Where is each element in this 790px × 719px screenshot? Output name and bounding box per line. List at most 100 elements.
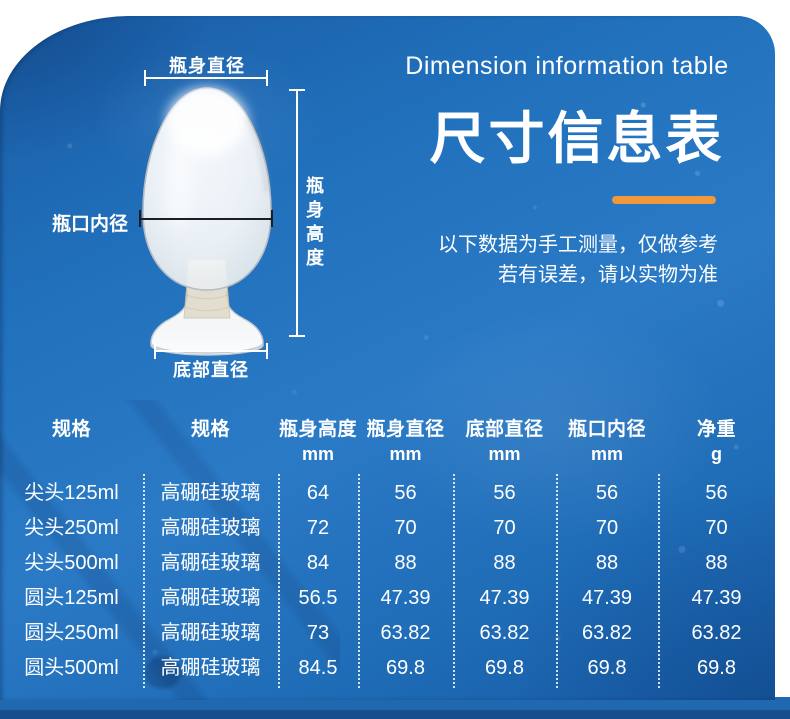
note-line-1: 以下数据为手工测量，仅做参考 xyxy=(438,234,718,256)
table-cell: 88 xyxy=(595,552,619,574)
table-cell: 63.82 xyxy=(581,622,633,644)
table-cell: 56.5 xyxy=(298,587,338,609)
table-cell: 高硼硅玻璃 xyxy=(160,482,261,504)
table-cell: 69.8 xyxy=(587,657,627,679)
next-section-background xyxy=(0,697,790,719)
table-cell: 69.8 xyxy=(386,657,425,679)
column-unit xyxy=(143,442,278,466)
table-header-row: 规格 规格 瓶身高度 mm 瓶身直径 mm 底部直径 mm 瓶口内径 mm 净重 g xyxy=(0,418,775,466)
table-cell: 尖头250ml xyxy=(24,517,119,539)
label-body-height: 瓶身高度 xyxy=(304,176,324,272)
column-divider xyxy=(358,474,360,688)
table-cell: 圆头250ml xyxy=(24,622,119,644)
table-cell: 尖头125ml xyxy=(24,482,119,504)
table-cell: 70 xyxy=(394,517,417,539)
column-header: 瓶身直径 mm xyxy=(358,418,453,466)
table-body: 尖头125ml 高硼硅玻璃 64 56 56 56 56 尖头250ml 高硼硅玻璃 72 70 70… xyxy=(0,476,775,686)
measure-tick xyxy=(144,70,146,86)
table-cell: 84.5 xyxy=(298,657,338,679)
column-divider xyxy=(453,474,455,688)
table-cell: 63.82 xyxy=(479,622,530,644)
column-header: 规格 xyxy=(143,418,278,466)
column-divider xyxy=(143,474,145,688)
table-row: 尖头500ml 高硼硅玻璃 84 88 88 88 88 xyxy=(0,546,775,581)
table-cell: 高硼硅玻璃 xyxy=(160,552,261,574)
table-cell: 圆头500ml xyxy=(24,657,119,679)
table-cell: 69.8 xyxy=(485,657,524,679)
column-divider xyxy=(658,474,660,688)
column-unit: g xyxy=(711,444,722,464)
measure-tick xyxy=(271,210,273,227)
column-unit: mm xyxy=(590,444,623,464)
orange-divider xyxy=(612,196,716,204)
table-row: 圆头250ml 高硼硅玻璃 73 63.82 63.82 63.82 63.82 xyxy=(0,616,775,651)
measure-tick xyxy=(266,343,268,359)
table-row: 尖头250ml 高硼硅玻璃 72 70 70 70 70 xyxy=(0,511,775,546)
column-header: 瓶口内径 mm xyxy=(556,418,658,466)
table-cell: 47.39 xyxy=(691,587,742,609)
table-cell: 73 xyxy=(306,622,330,644)
table-cell: 69.8 xyxy=(697,657,736,679)
table-cell: 70 xyxy=(493,517,516,539)
table-cell: 高硼硅玻璃 xyxy=(160,622,261,644)
table-cell: 64 xyxy=(306,482,330,504)
table-cell: 56 xyxy=(595,482,619,504)
measure-line-top xyxy=(145,77,268,79)
title-english: Dimension information table xyxy=(405,52,729,80)
note-line-2: 若有误差，请以实物为准 xyxy=(498,264,718,286)
table-cell: 56 xyxy=(394,482,417,504)
column-unit xyxy=(0,442,143,466)
label-body-diameter: 瓶身直径 xyxy=(169,56,245,76)
column-unit: mm xyxy=(389,444,422,464)
title-chinese: 尺寸信息表 xyxy=(429,107,725,170)
measure-tick xyxy=(266,70,268,86)
column-label: 瓶口内径 xyxy=(567,419,646,440)
bottle-image xyxy=(142,87,272,356)
measure-tick xyxy=(154,343,156,359)
table-cell: 高硼硅玻璃 xyxy=(160,517,261,539)
table-cell: 圆头125ml xyxy=(24,587,119,609)
table-cell: 63.82 xyxy=(691,622,742,644)
table-cell: 尖头500ml xyxy=(24,552,119,574)
column-header: 规格 xyxy=(0,418,143,466)
measure-line-mouth xyxy=(140,218,273,220)
column-label: 瓶身直径 xyxy=(366,419,445,440)
table-cell: 47.39 xyxy=(380,587,431,609)
table-cell: 63.82 xyxy=(380,622,431,644)
table-cell: 70 xyxy=(705,517,728,539)
column-header: 瓶身高度 mm xyxy=(278,418,358,466)
table-cell: 47.39 xyxy=(479,587,530,609)
measure-line-bottom xyxy=(155,350,268,352)
blue-panel-background xyxy=(0,16,775,700)
table-cell: 72 xyxy=(306,517,330,539)
table-cell: 88 xyxy=(394,552,417,574)
column-label: 瓶身高度 xyxy=(278,419,357,440)
table-cell: 56 xyxy=(493,482,516,504)
column-header: 底部直径 mm xyxy=(453,418,556,466)
table-cell: 84 xyxy=(306,552,330,574)
table-cell: 88 xyxy=(705,552,728,574)
measure-tick xyxy=(289,335,305,337)
column-divider xyxy=(278,474,280,688)
table-cell: 47.39 xyxy=(581,587,633,609)
table-cell: 56 xyxy=(705,482,728,504)
column-unit: mm xyxy=(301,444,334,464)
column-label: 规格 xyxy=(51,419,91,440)
table-row: 圆头125ml 高硼硅玻璃 56.5 47.39 47.39 47.39 47.39 xyxy=(0,581,775,616)
measure-tick xyxy=(289,89,305,91)
table-cell: 70 xyxy=(595,517,619,539)
column-divider xyxy=(556,474,558,688)
measure-tick xyxy=(139,210,141,227)
table-row: 尖头125ml 高硼硅玻璃 64 56 56 56 56 xyxy=(0,476,775,511)
table-cell: 88 xyxy=(493,552,516,574)
table-cell: 高硼硅玻璃 xyxy=(160,587,261,609)
label-bottom-diameter: 底部直径 xyxy=(173,360,249,380)
column-label: 规格 xyxy=(190,419,230,440)
measure-line-height xyxy=(296,90,298,337)
column-label: 净重 xyxy=(696,419,736,440)
column-label: 底部直径 xyxy=(465,419,544,440)
column-header: 净重 g xyxy=(658,418,775,466)
table-cell: 高硼硅玻璃 xyxy=(160,657,261,679)
label-mouth-inner-diameter: 瓶口内径 xyxy=(52,214,129,235)
